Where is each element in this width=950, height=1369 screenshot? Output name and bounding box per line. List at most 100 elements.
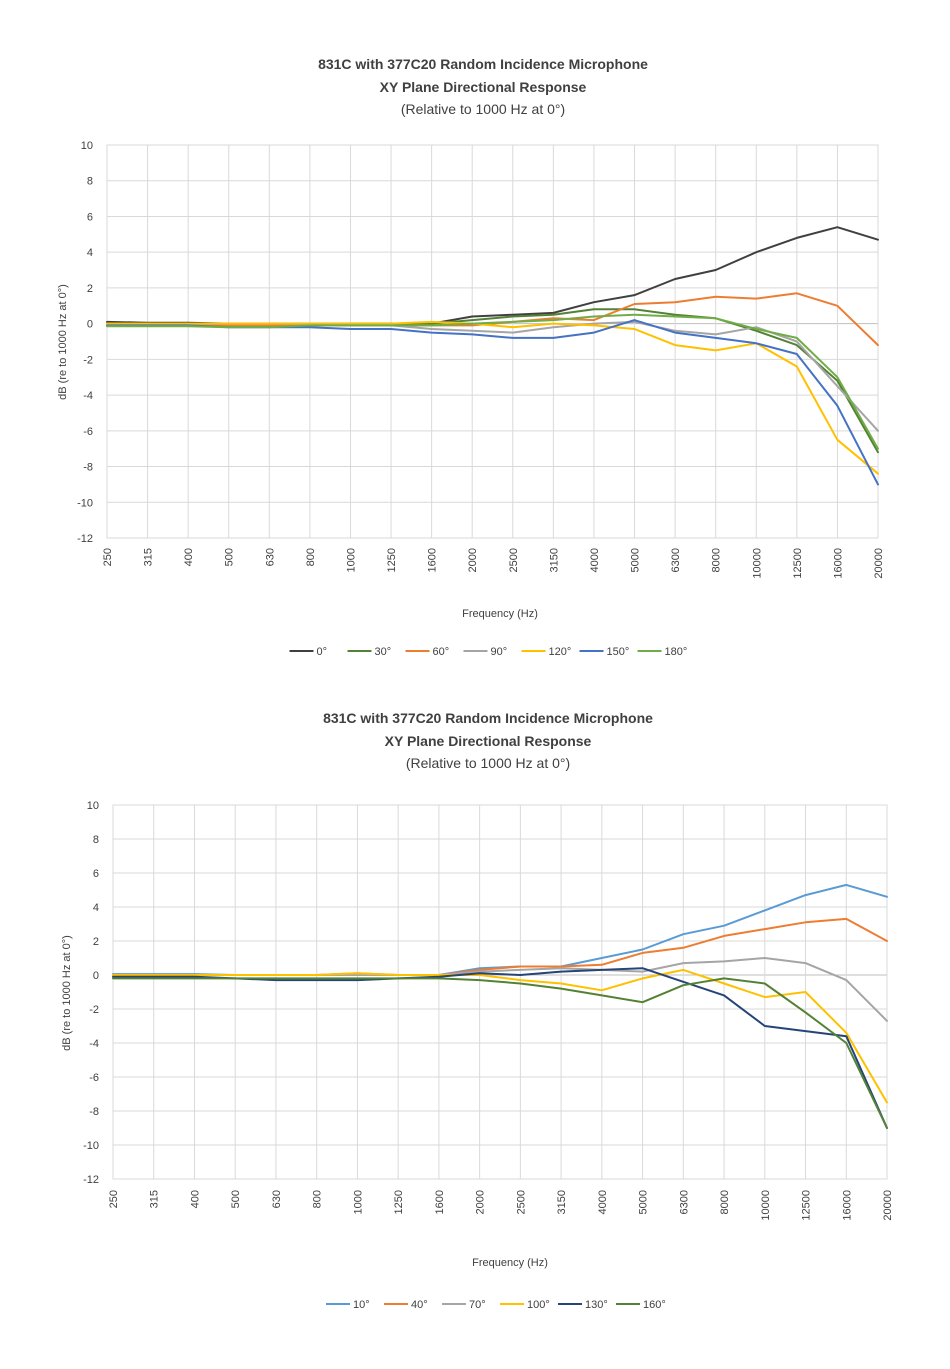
x-tick-label: 10000: [751, 548, 763, 579]
x-axis-title: Frequency (Hz): [462, 608, 538, 620]
chart-1: 831C with 377C20 Random Incidence Microp…: [0, 0, 950, 675]
series-line-10deg: [112, 883, 888, 976]
series-line-90deg: [106, 320, 879, 432]
y-tick-label: 6: [93, 868, 99, 880]
x-tick-label: 1600: [434, 1190, 446, 1214]
x-tick-label: 6300: [678, 1190, 690, 1214]
legend-label: 30°: [375, 646, 392, 658]
x-tick-label: 400: [183, 548, 195, 566]
x-tick-label: 315: [149, 1190, 161, 1208]
chart-subtitle: XY Plane Directional Response: [385, 733, 592, 749]
legend-label: 130°: [585, 1299, 608, 1311]
legend: 10° 40° 70° 100° 130° 160°: [326, 1299, 666, 1311]
series-line-0deg: [106, 226, 879, 325]
chart-subtitle-2: (Relative to 1000 Hz at 0°): [406, 755, 570, 771]
legend-label: 0°: [317, 646, 328, 658]
legend-label: 160°: [643, 1299, 666, 1311]
legend-label: 100°: [527, 1299, 550, 1311]
x-tick-label: 400: [189, 1190, 201, 1208]
chart-1-svg: 831C with 377C20 Random Incidence Microp…: [57, 56, 885, 658]
chart-subtitle: XY Plane Directional Response: [380, 79, 587, 95]
y-tick-label: -2: [89, 1004, 99, 1016]
legend-label: 10°: [353, 1299, 370, 1311]
legend: 0° 30° 60° 90° 120° 150° 180°: [289, 646, 688, 658]
chart-title: 831C with 377C20 Random Incidence Microp…: [318, 56, 648, 72]
x-tick-label: 2500: [515, 1190, 527, 1214]
legend-label: 90°: [491, 646, 508, 658]
y-tick-label: -12: [83, 1174, 99, 1186]
y-tick-label: 0: [87, 319, 93, 331]
x-tick-label: 800: [312, 1190, 324, 1208]
x-tick-label: 16000: [841, 1190, 853, 1221]
y-tick-label: -8: [83, 462, 93, 474]
x-tick-label: 12500: [801, 1190, 813, 1221]
x-tick-label: 800: [305, 548, 317, 566]
y-tick-label: -10: [83, 1140, 99, 1152]
x-tick-label: 3150: [548, 548, 560, 572]
y-tick-label: 4: [87, 247, 93, 259]
x-tick-label: 5000: [630, 548, 642, 572]
y-ticks: 10 8 6 4 2 0 -2 -4 -6 -8 -10 -12: [77, 140, 93, 545]
x-tick-label: 250: [102, 548, 114, 566]
y-axis-title: dB (re to 1000 Hz at 0°): [57, 284, 69, 400]
y-tick-label: 2: [87, 283, 93, 295]
x-tick-label: 1250: [393, 1190, 405, 1214]
chart-title: 831C with 377C20 Random Incidence Microp…: [323, 710, 653, 726]
x-tick-label: 500: [224, 548, 236, 566]
y-tick-label: 8: [87, 176, 93, 188]
plot-area: [112, 804, 888, 1180]
series-line-100deg: [112, 968, 888, 1104]
series-group: [106, 226, 879, 486]
x-tick-label: 4000: [597, 1190, 609, 1214]
legend-label: 150°: [607, 646, 630, 658]
x-tick-label: 1000: [345, 548, 357, 572]
y-tick-label: -2: [83, 354, 93, 366]
x-axis-title: Frequency (Hz): [472, 1257, 548, 1269]
x-tick-label: 3150: [556, 1190, 568, 1214]
x-tick-label: 5000: [638, 1190, 650, 1214]
series-line-180deg: [106, 313, 879, 450]
y-tick-label: -10: [77, 497, 93, 509]
chart-subtitle-2: (Relative to 1000 Hz at 0°): [401, 101, 565, 117]
x-tick-label: 1600: [427, 548, 439, 572]
x-tick-label: 630: [264, 548, 276, 566]
y-tick-label: 10: [81, 140, 93, 152]
x-tick-label: 6300: [670, 548, 682, 572]
x-tick-label: 20000: [882, 1190, 894, 1221]
y-tick-label: 2: [93, 936, 99, 948]
x-tick-label: 10000: [760, 1190, 772, 1221]
grid: [112, 804, 888, 1180]
chart-2-svg: 831C with 377C20 Random Incidence Microp…: [61, 710, 894, 1311]
x-tick-label: 20000: [873, 548, 885, 579]
y-axis-title: dB (re to 1000 Hz at 0°): [61, 935, 73, 1051]
legend-label: 120°: [549, 646, 572, 658]
x-tick-label: 500: [230, 1190, 242, 1208]
x-tick-label: 8000: [719, 1190, 731, 1214]
legend-label: 180°: [665, 646, 688, 658]
series-line-120deg: [106, 320, 879, 475]
x-ticks: 250 315 400 500 630 800 1000 1250 1600 2000 2500 31…: [102, 548, 885, 579]
x-tick-label: 2000: [467, 548, 479, 572]
legend-label: 60°: [433, 646, 450, 658]
x-tick-label: 630: [271, 1190, 283, 1208]
plot-area: [106, 144, 879, 539]
y-tick-label: -6: [89, 1072, 99, 1084]
x-ticks: 250 315 400 500 630 800 1000 1250 1600 2000 2500 31…: [108, 1190, 894, 1221]
x-tick-label: 250: [108, 1190, 120, 1208]
x-tick-label: 2000: [475, 1190, 487, 1214]
x-tick-label: 12500: [792, 548, 804, 579]
y-tick-label: 10: [87, 800, 99, 812]
y-tick-label: -4: [83, 390, 93, 402]
x-tick-label: 315: [143, 548, 155, 566]
x-tick-label: 1000: [352, 1190, 364, 1214]
series-line-160deg: [112, 977, 888, 1129]
chart-2: 831C with 377C20 Random Incidence Microp…: [0, 675, 950, 1369]
x-tick-label: 16000: [832, 548, 844, 579]
legend-label: 70°: [469, 1299, 486, 1311]
y-tick-label: -6: [83, 426, 93, 438]
y-tick-label: -8: [89, 1106, 99, 1118]
y-tick-label: -4: [89, 1038, 99, 1050]
x-tick-label: 8000: [711, 548, 723, 572]
x-tick-label: 4000: [589, 548, 601, 572]
series-line-150deg: [106, 319, 879, 486]
